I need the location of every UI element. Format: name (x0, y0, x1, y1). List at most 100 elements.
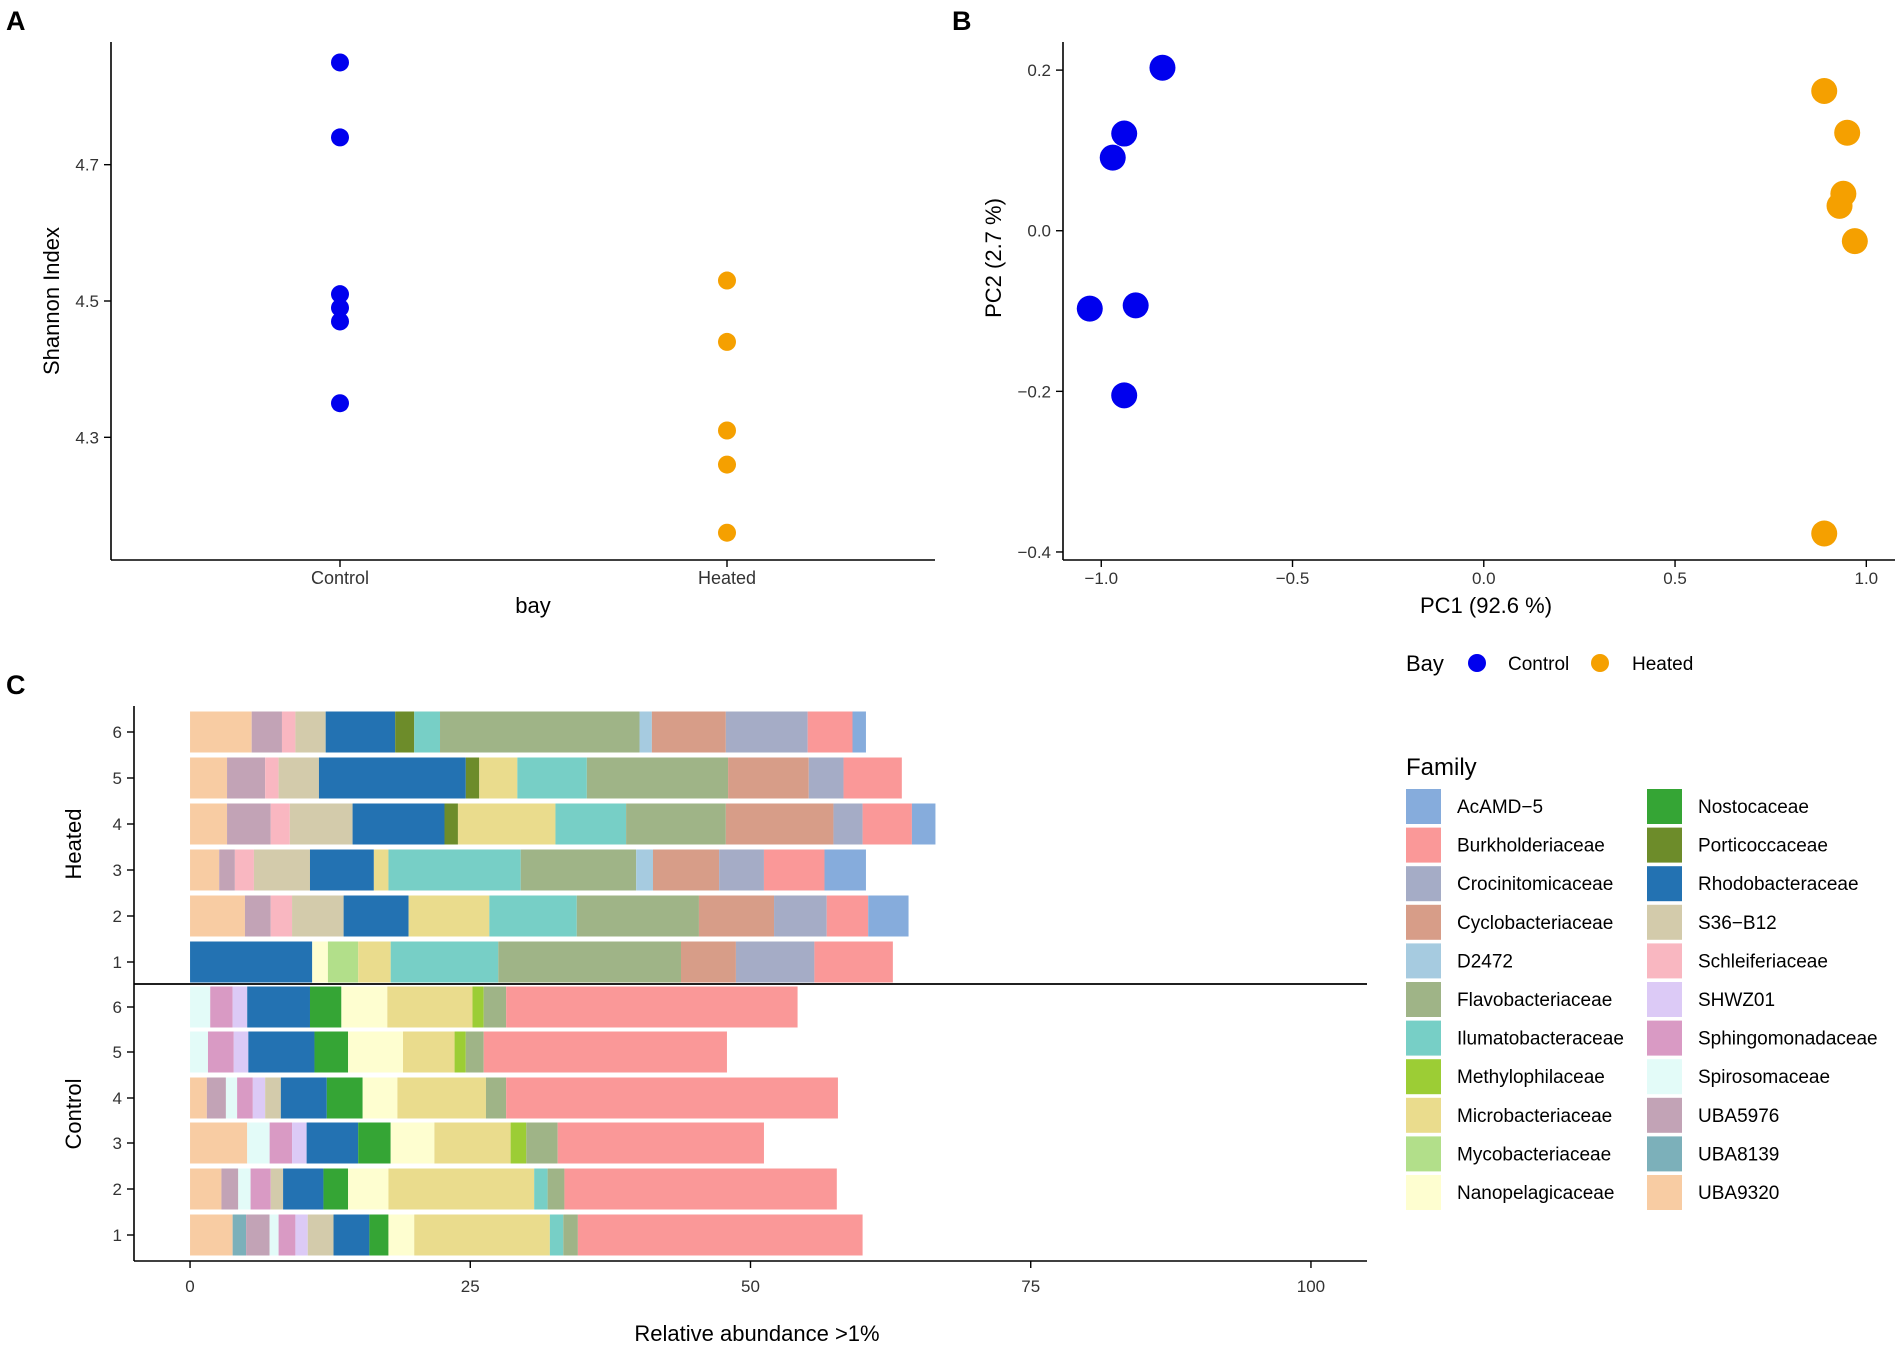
bar-segment-porticoccaceae (395, 711, 415, 753)
bay-legend-heated-label: Heated (1632, 654, 1693, 675)
bar-segment-ilumatobacteraceae (390, 941, 499, 983)
bar-segment-ilumatobacteraceae (388, 849, 521, 891)
bar-segment-nanopelagicaceae (312, 941, 328, 983)
bar-segment-uba5976 (227, 757, 266, 799)
shannon-index-plot: 4.3 4.5 4.7 Control Heated bay Shannon Index (39, 42, 935, 618)
bar-segment-sphingomonadaceae (207, 1031, 234, 1073)
family-legend-label: Mycobacteriaceae (1457, 1144, 1611, 1165)
family-legend-item-porticoccaceae: Porticoccaceae (1647, 827, 1828, 863)
bar-segment-ilumatobacteraceae (489, 895, 577, 937)
family-legend-label: AcAMD−5 (1457, 797, 1543, 818)
bar-segment-uba9320 (190, 849, 220, 891)
family-legend-key (1647, 904, 1682, 940)
shannon-point-heated (718, 271, 736, 290)
bar-segment-uba8139 (232, 1214, 247, 1256)
bar-segment-cyclobacteriaceae (698, 895, 775, 937)
bar-segment-flavobacteriaceae (563, 1214, 578, 1256)
bar-segment-shwz01 (252, 1077, 266, 1119)
shannon-point-heated (718, 455, 736, 474)
bar-segment-rhodobacteraceae (247, 986, 310, 1028)
bar-segment-schleiferiaceae (270, 895, 293, 937)
bay-legend: Bay Control Heated (1406, 651, 1693, 676)
abundance-x-tick-label: 25 (461, 1277, 480, 1296)
family-legend-label: Porticoccaceae (1698, 836, 1828, 857)
shannon-y-tick-label: 4.3 (75, 428, 99, 447)
bar-segment-spirosomaceae (247, 1122, 270, 1164)
pca-x-tick-label: −0.5 (1276, 569, 1310, 588)
family-legend-item-methylophilaceae: Methylophilaceae (1406, 1059, 1605, 1095)
family-legend-key (1406, 904, 1441, 940)
bar-segment-uba9320 (190, 1168, 222, 1210)
bar-segment-s36-b12 (307, 1214, 334, 1256)
abundance-row-label: 4 (113, 1089, 122, 1108)
shannon-point-heated (718, 421, 736, 440)
family-legend-key (1647, 1097, 1682, 1133)
shannon-x-tick-label: Heated (698, 568, 756, 588)
family-legend-label: Nanopelagicaceae (1457, 1183, 1614, 1204)
family-legend-label: Spirosomaceae (1698, 1067, 1830, 1088)
bar-segment-spirosomaceae (190, 986, 211, 1028)
family-legend-item-ilumatobacteraceae: Ilumatobacteraceae (1406, 1020, 1624, 1056)
panel-label-a: A (6, 6, 26, 36)
pca-y-label: PC2 (2.7 %) (981, 198, 1006, 318)
family-legend-key (1647, 1175, 1682, 1210)
bar-segment-crocinitomicaceae (808, 757, 844, 799)
bar-segment-burkholderiaceae (483, 1031, 727, 1073)
bar-segment-nostocaceae (314, 1031, 349, 1073)
bar-segment-sphingomonadaceae (250, 1168, 271, 1210)
family-legend-label: Schleiferiaceae (1698, 951, 1828, 972)
family-legend-item-sphingomonadaceae: Sphingomonadaceae (1647, 1020, 1878, 1056)
family-legend-item-d2472: D2472 (1406, 943, 1513, 979)
bar-segment-burkholderiaceae (557, 1122, 764, 1164)
bar-segment-uba5976 (221, 1168, 239, 1210)
pca-x-tick-label: 0.0 (1472, 569, 1496, 588)
abundance-bars (190, 711, 936, 1256)
bar-segment-burkholderiaceae (843, 757, 902, 799)
bar-segment-rhodobacteraceae (280, 1077, 327, 1119)
bar-segment-rhodobacteraceae (306, 1122, 359, 1164)
family-legend-label: SHWZ01 (1698, 990, 1775, 1011)
bar-segment-nanopelagicaceae (390, 1122, 435, 1164)
family-legend-key (1647, 789, 1682, 824)
bay-legend-control-label: Control (1508, 654, 1569, 675)
bar-segment-flavobacteriaceae (520, 849, 637, 891)
pca-point-control (1149, 54, 1176, 81)
bar-segment-s36-b12 (270, 1168, 284, 1210)
bar-segment-s36-b12 (295, 711, 326, 753)
pca-x-tick-label: −1.0 (1084, 569, 1118, 588)
family-legend-item-cyclobacteriaceae: Cyclobacteriaceae (1406, 904, 1613, 940)
bar-segment-cyclobacteriaceae (728, 757, 809, 799)
shannon-point-control (331, 312, 349, 331)
bar-segment-burkholderiaceae (564, 1168, 837, 1210)
bar-segment-mycobacteriaceae (327, 941, 359, 983)
abundance-axis-ticks: 1 2 3 4 5 6 1 2 3 4 5 6 0 25 50 75 100 (113, 723, 1326, 1296)
abundance-row-label: 1 (113, 953, 122, 972)
family-legend-item-schleiferiaceae: Schleiferiaceae (1647, 943, 1828, 979)
bar-segment-crocinitomicaceae (735, 941, 815, 983)
family-legend-item-uba9320: UBA9320 (1647, 1175, 1779, 1210)
bar-segment-shwz01 (292, 1122, 307, 1164)
family-legend-key (1406, 866, 1441, 902)
family-legend-title: Family (1406, 754, 1477, 781)
pca-point-heated (1811, 77, 1838, 104)
bar-segment-porticoccaceae (444, 803, 458, 845)
bar-segment-burkholderiaceae (826, 895, 869, 937)
bar-segment-uba9320 (190, 711, 252, 753)
pca-point-control (1076, 295, 1103, 322)
family-legend-item-acamd-5: AcAMD−5 (1406, 789, 1543, 824)
bar-segment-sphingomonadaceae (237, 1077, 253, 1119)
family-legend-key (1647, 982, 1682, 1017)
family-legend-key (1647, 943, 1682, 979)
family-legend-label: D2472 (1457, 951, 1513, 972)
family-legend-item-shwz01: SHWZ01 (1647, 982, 1775, 1017)
bar-segment-schleiferiaceae (265, 757, 279, 799)
bar-segment-rhodobacteraceae (318, 757, 466, 799)
bar-segment-rhodobacteraceae (352, 803, 445, 845)
bar-segment-nostocaceae (369, 1214, 389, 1256)
bar-segment-rhodobacteraceae (333, 1214, 370, 1256)
abundance-x-tick-label: 0 (185, 1277, 194, 1296)
shannon-point-control (331, 285, 349, 304)
pca-point-control (1099, 144, 1126, 171)
bar-segment-burkholderiaceae (807, 711, 853, 753)
